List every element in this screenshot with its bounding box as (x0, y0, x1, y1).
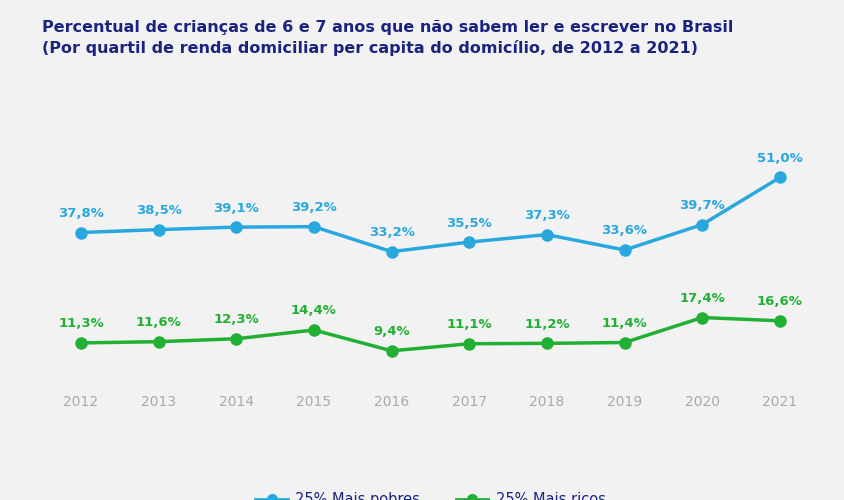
Text: 17,4%: 17,4% (679, 292, 725, 305)
Text: 39,1%: 39,1% (214, 202, 259, 214)
Text: 11,3%: 11,3% (58, 318, 104, 330)
Text: Percentual de crianças de 6 e 7 anos que não sabem ler e escrever no Brasil
(Por: Percentual de crianças de 6 e 7 anos que… (42, 20, 733, 56)
Text: 14,4%: 14,4% (291, 304, 337, 318)
Text: 11,6%: 11,6% (136, 316, 181, 329)
Text: 11,4%: 11,4% (602, 317, 647, 330)
Text: 39,7%: 39,7% (679, 199, 725, 212)
Text: 38,5%: 38,5% (136, 204, 181, 217)
Text: 33,6%: 33,6% (602, 224, 647, 237)
Text: 16,6%: 16,6% (757, 296, 803, 308)
Text: 9,4%: 9,4% (373, 326, 410, 338)
Text: 37,8%: 37,8% (58, 207, 104, 220)
Text: 12,3%: 12,3% (214, 313, 259, 326)
Text: 11,1%: 11,1% (446, 318, 492, 331)
Legend: 25% Mais pobres, 25% Mais ricos: 25% Mais pobres, 25% Mais ricos (250, 486, 611, 500)
Text: 11,2%: 11,2% (524, 318, 570, 331)
Text: 33,2%: 33,2% (369, 226, 414, 239)
Text: 39,2%: 39,2% (291, 201, 337, 214)
Text: 51,0%: 51,0% (757, 152, 803, 165)
Text: 35,5%: 35,5% (446, 216, 492, 230)
Text: 37,3%: 37,3% (524, 209, 570, 222)
